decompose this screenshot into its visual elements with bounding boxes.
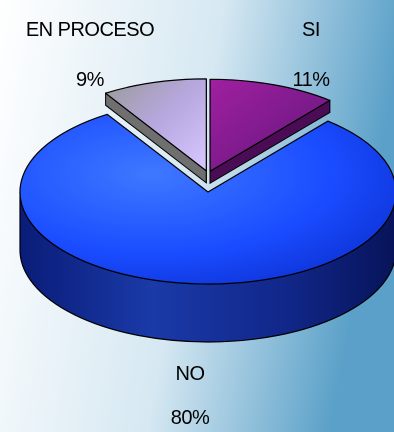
label-en-proceso: EN PROCESO	[26, 19, 154, 41]
value-label-en-proceso: 9%	[76, 69, 105, 91]
slice-en-proceso	[104, 78, 207, 172]
value-label-no: 80%	[171, 407, 210, 429]
slice-si	[209, 78, 331, 172]
value-label-si: 11%	[292, 69, 330, 91]
slice-no	[19, 113, 394, 285]
label-no: NO	[176, 363, 205, 385]
label-si: SI	[302, 19, 320, 41]
pie-slices	[19, 78, 394, 343]
